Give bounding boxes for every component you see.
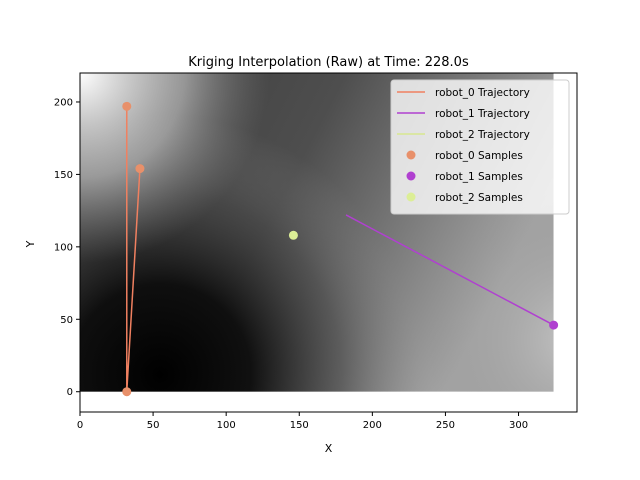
sample-point [122,101,132,111]
legend-marker-swatch [406,192,416,202]
axis-ticks: 0 50 100 150 200 250 300 0 50 100 150 200 [54,97,528,431]
sample-points [122,101,559,397]
y-tick-label: 100 [54,242,73,253]
sample-point [122,387,132,397]
x-tick-label: 300 [509,420,528,431]
y-tick-label: 0 [67,387,73,398]
x-tick-label: 200 [363,420,382,431]
sample-point [135,164,145,174]
legend: robot_0 Trajectory robot_1 Trajectory robo… [390,79,570,215]
sample-point [549,320,559,330]
x-tick-label: 150 [290,420,309,431]
legend-label: robot_0 Samples [435,150,523,162]
legend-marker-swatch [406,171,416,181]
x-tick-label: 100 [217,420,236,431]
legend-marker-swatch [406,150,416,160]
legend-label: robot_1 Samples [435,171,523,183]
sample-point [288,230,298,240]
x-axis-label: X [325,442,333,455]
legend-box [390,79,570,215]
trajectory-line [345,214,554,326]
y-tick-label: 50 [60,315,73,326]
legend-label: robot_2 Trajectory [435,129,530,141]
axes-frame [79,72,578,413]
x-tick-label: 250 [436,420,455,431]
x-tick-label: 0 [77,420,83,431]
y-axis-label: Y [24,240,37,248]
legend-label: robot_1 Trajectory [435,108,530,120]
legend-label: robot_2 Samples [435,192,523,204]
chart-title: Kriging Interpolation (Raw) at Time: 228… [188,55,469,70]
legend-label: robot_0 Trajectory [435,87,530,99]
y-tick-label: 200 [54,97,73,108]
x-tick-label: 50 [147,420,160,431]
y-tick-label: 150 [54,170,73,181]
